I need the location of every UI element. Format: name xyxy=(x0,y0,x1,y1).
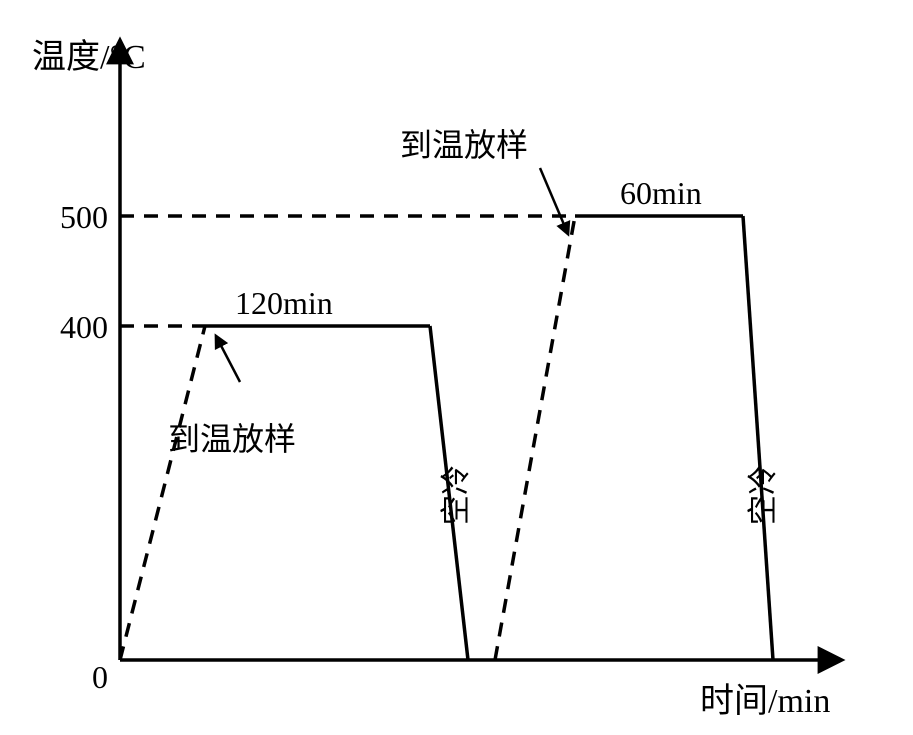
y-tick-400: 400 xyxy=(60,309,108,345)
heat-treatment-diagram: 0 400 500 120min 60min 到温放样 到温放样 空冷 空冷 时间/… xyxy=(0,0,913,735)
cooling1-vertical-label: 空冷 xyxy=(440,465,473,525)
placement-callout-top: 到温放样 xyxy=(400,127,568,234)
y-tick-0: 0 xyxy=(92,659,108,695)
placement-callout-left-text: 到温放样 xyxy=(168,421,296,457)
curve-heat1_dashed xyxy=(120,326,205,660)
hold1-duration-label: 120min xyxy=(235,285,333,321)
cooling2-vertical-label: 空冷 xyxy=(747,465,780,525)
y-axis-title: 温度/°C xyxy=(32,38,146,76)
hold2-duration-label: 60min xyxy=(620,175,702,211)
placement-callout-top-arrow xyxy=(540,168,568,234)
x-axis-title: 时间/min xyxy=(700,683,830,720)
placement-callout-left-arrow xyxy=(216,336,240,382)
y-tick-500: 500 xyxy=(60,199,108,235)
curve-heat2_dashed xyxy=(495,216,575,660)
curve-cool2_solid xyxy=(743,216,773,660)
placement-callout-top-text: 到温放样 xyxy=(400,127,528,163)
y-tick-labels: 0 400 500 xyxy=(60,199,108,695)
y-guide-lines xyxy=(120,216,575,326)
